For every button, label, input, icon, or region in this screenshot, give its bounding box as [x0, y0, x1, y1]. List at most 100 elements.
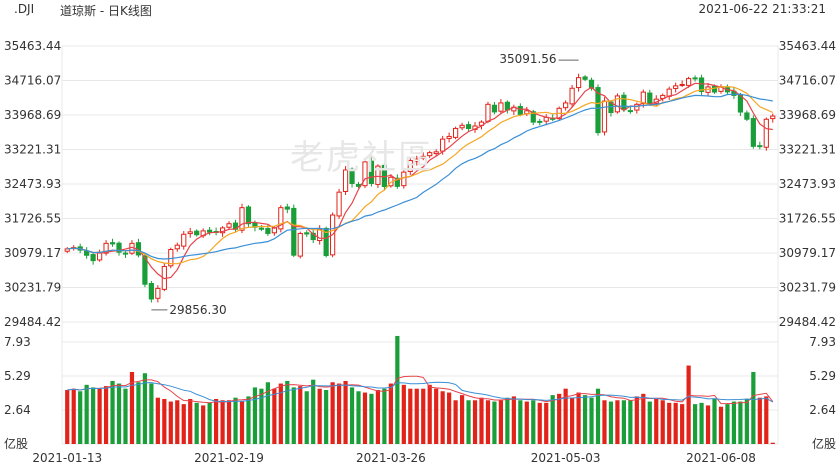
volume-bar	[408, 388, 413, 444]
volume-bar	[110, 380, 115, 444]
candle-body	[284, 206, 290, 210]
volume-bar	[647, 401, 652, 444]
volume-bar	[492, 401, 497, 444]
volume-bar	[692, 404, 698, 444]
volume-bar	[207, 402, 212, 444]
volume-bar	[162, 398, 167, 444]
candle-body	[433, 151, 439, 155]
volume-bar	[168, 401, 173, 444]
candle-body	[109, 242, 116, 245]
candle-body	[750, 118, 756, 147]
chart-title: 道琼斯 - 日K线图	[60, 4, 152, 18]
volume-bar	[660, 400, 665, 444]
candle-body	[323, 227, 329, 257]
volume-bar	[97, 388, 102, 444]
candle-body	[278, 207, 284, 230]
candle-body	[634, 103, 640, 111]
volume-bar	[330, 382, 335, 444]
volume-bar	[557, 393, 562, 444]
candle-body	[446, 135, 452, 139]
ma10-line	[67, 85, 774, 265]
volume-bar	[291, 387, 296, 444]
volume-bar	[472, 400, 478, 444]
volume-tick-left: 2.64	[4, 403, 31, 417]
volume-bar	[123, 388, 128, 444]
candle-body	[452, 127, 459, 138]
candle-body	[757, 145, 763, 148]
candle-body	[427, 152, 433, 157]
candle-body	[517, 106, 523, 115]
volume-bar	[505, 397, 510, 444]
candle-body	[239, 207, 245, 231]
volume-bar	[550, 395, 555, 444]
volume-bar	[680, 404, 685, 444]
candle-body	[407, 160, 413, 172]
volume-bar	[744, 398, 749, 444]
x-tick: 2021-02-19	[194, 451, 264, 465]
volume-bar	[136, 382, 141, 444]
candle-body	[744, 112, 750, 120]
y-tick-left: 30979.17	[4, 246, 61, 260]
volume-bar	[239, 401, 245, 444]
candle-body	[207, 229, 213, 233]
candle-body	[485, 103, 491, 122]
candle-body	[317, 228, 323, 241]
volume-bar	[531, 400, 536, 444]
volume-bar	[667, 402, 672, 444]
volume-bar	[324, 389, 329, 444]
volume-bar	[751, 371, 756, 444]
volume-bar	[485, 400, 491, 444]
volume-bar	[188, 398, 193, 444]
volume-bar	[447, 392, 452, 444]
candle-body	[194, 230, 200, 236]
candle-body	[304, 232, 310, 235]
volume-tick-right: 5.29	[809, 369, 836, 383]
candle-body	[601, 100, 608, 133]
volume-bar	[440, 391, 445, 444]
volume-bar	[272, 388, 277, 444]
timestamp: 2021-06-22 21:33:21	[698, 2, 826, 16]
candle-body	[621, 94, 627, 111]
volume-bar	[602, 400, 607, 444]
candle-body	[465, 124, 472, 129]
volume-bar	[395, 335, 400, 444]
candle-body	[394, 177, 400, 187]
volume-bar	[414, 388, 419, 444]
candle-body	[711, 85, 718, 93]
volume-bar	[84, 384, 89, 444]
candle-body	[679, 83, 685, 86]
candle-body	[498, 102, 504, 112]
y-tick-left: 31726.55	[4, 212, 61, 226]
candle-body	[627, 110, 633, 113]
volume-bar	[259, 388, 264, 444]
candle-body	[575, 77, 582, 89]
volume-bar	[537, 402, 542, 444]
y-tick-right: 35463.44	[779, 39, 836, 53]
candle-body	[595, 87, 601, 134]
volume-bar	[220, 400, 225, 444]
y-tick-right: 30979.17	[779, 246, 836, 260]
volume-bar	[142, 373, 148, 444]
volume-bar	[725, 404, 730, 444]
volume-bar	[65, 389, 70, 444]
volume-bar	[343, 380, 348, 444]
candle-body	[297, 232, 303, 257]
candle-body	[142, 255, 148, 285]
y-tick-left: 33968.69	[4, 108, 61, 122]
annotation-low: 29856.30	[169, 303, 226, 317]
volume-bar	[233, 397, 238, 444]
symbol-label: .DJI	[14, 2, 35, 16]
candle-body	[569, 87, 575, 105]
candle-body	[342, 169, 349, 192]
candle-body	[640, 91, 646, 105]
volume-bar	[317, 388, 322, 444]
candle-body	[90, 254, 96, 262]
volume-tick-left: 亿股	[4, 436, 28, 451]
volume-bar	[673, 402, 678, 444]
candle-body	[530, 111, 536, 123]
candle-body	[336, 191, 342, 217]
candle-body	[420, 155, 426, 159]
candle-body	[614, 95, 621, 113]
candle-body	[148, 283, 154, 300]
